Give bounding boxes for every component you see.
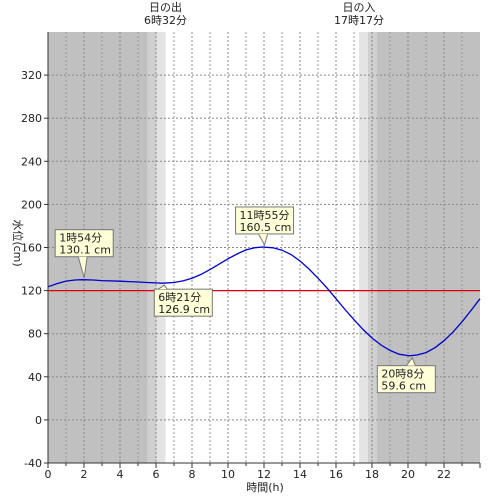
x-tick-label: 0 (45, 468, 52, 481)
annotation-value: 59.6 cm (381, 380, 426, 393)
annotation-value: 130.1 cm (59, 244, 111, 257)
y-axis-title: 水位(cm) (11, 219, 25, 266)
x-tick-label: 10 (221, 468, 235, 481)
y-tick-label: 120 (21, 285, 42, 298)
annotation-time: 6時21分 (158, 291, 201, 304)
annotation-value: 126.9 cm (158, 303, 210, 316)
y-tick-label: 160 (21, 242, 42, 255)
annotation-time: 20時8分 (381, 368, 424, 381)
annotation-box (376, 365, 436, 394)
x-tick-label: 18 (365, 468, 379, 481)
sunset-time: 17時17分 (334, 14, 384, 27)
x-tick-label: 14 (293, 468, 307, 481)
annotation-box (153, 288, 213, 317)
y-tick-label: 320 (21, 69, 42, 82)
y-tick-label: 80 (28, 328, 42, 341)
annotation-value: 160.5 cm (240, 221, 292, 234)
x-tick-label: 6 (153, 468, 160, 481)
y-tick-label: 0 (35, 414, 42, 427)
axes (44, 32, 481, 468)
sunset-label: 日の入 (343, 1, 376, 14)
x-tick-label: 22 (437, 468, 451, 481)
x-tick-labels: 0 2 4 6 8 10 12 14 16 18 20 22 (45, 468, 452, 481)
y-tick-label: 240 (21, 155, 42, 168)
annotation-pointer-outline (405, 356, 416, 366)
y-tick-labels: -40 0 40 80 120 160 200 240 280 320 (21, 69, 42, 470)
sunrise-label: 日の出 (149, 0, 182, 14)
x-tick-label: 8 (189, 468, 196, 481)
x-tick-label: 4 (117, 468, 124, 481)
x-tick-label: 2 (81, 468, 88, 481)
annotation-time: 1時54分 (59, 232, 102, 245)
annotation-time: 11時55分 (240, 209, 290, 222)
annotation-pointer-outline (77, 256, 88, 278)
x-tick-label: 20 (401, 468, 415, 481)
y-tick-label: 200 (21, 198, 42, 211)
sunrise-time: 6時32分 (144, 14, 187, 27)
background-band (359, 32, 369, 463)
y-tick-label: 40 (28, 371, 42, 384)
annotation-pointer-outline (158, 284, 168, 290)
y-tick-label: 280 (21, 112, 42, 125)
y-tick-label: -40 (24, 457, 42, 470)
annotation-pointer-outline (258, 233, 269, 247)
x-tick-label: 16 (329, 468, 343, 481)
tide-series-line (47, 246, 481, 357)
x-axis-title: 時間(h) (246, 481, 284, 494)
x-tick-label: 12 (257, 468, 271, 481)
